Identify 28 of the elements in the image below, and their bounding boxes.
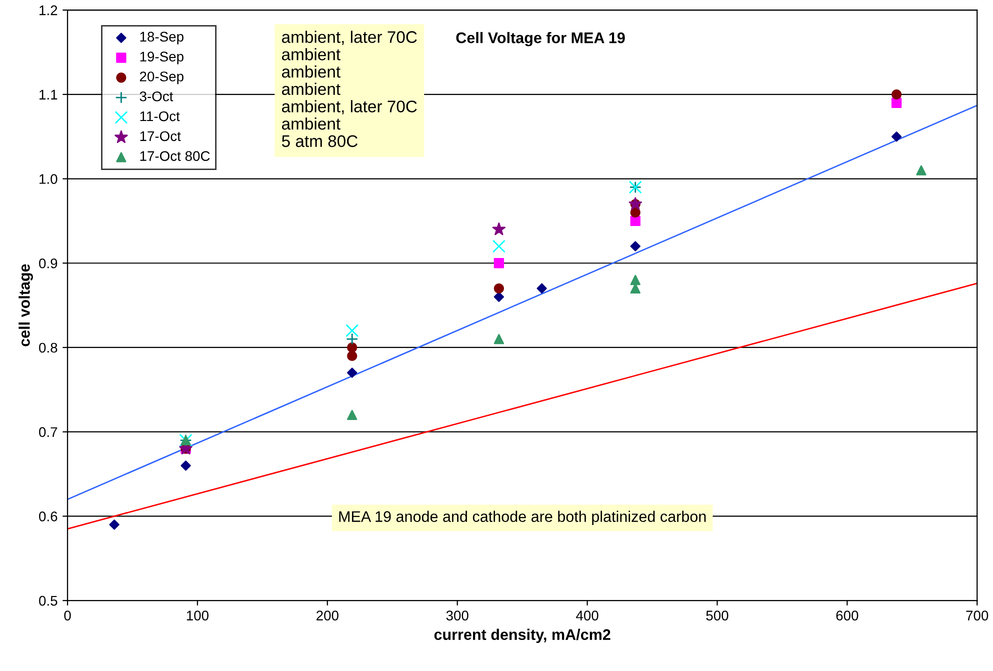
legend-label: 11-Oct xyxy=(140,111,180,122)
y-tick-label: 0.9 xyxy=(39,258,58,268)
legend-label: 3-Oct xyxy=(140,91,174,102)
y-tick-label: 1.2 xyxy=(40,5,58,16)
legend-label: 17-Oct xyxy=(140,131,181,142)
x-axis-title: current density, mA/cm2 xyxy=(434,628,610,644)
x-tick-label: 100 xyxy=(186,610,209,620)
legend-label: 20-Sep xyxy=(140,72,184,84)
y-tick-label: 0.6 xyxy=(39,512,58,522)
x-tick-label: 400 xyxy=(576,610,598,620)
y-tick-label: 0.7 xyxy=(39,427,58,438)
y-tick-label: 1.0 xyxy=(40,174,58,184)
y-tick-label: 0.8 xyxy=(39,342,58,353)
x-tick-label: 200 xyxy=(316,610,338,620)
x-tick-label: 700 xyxy=(966,610,988,620)
x-tick-label: 600 xyxy=(836,610,858,620)
y-tick-label: 1.1 xyxy=(40,90,58,100)
y-axis-title: cell voltage xyxy=(18,264,33,346)
annotation: ambient, later 70C ambient ambient ambient ambient, later 70C ambient 5 atm 80C xyxy=(282,30,417,148)
legend-label: 19-Sep xyxy=(140,52,184,64)
legend-label: 18-Sep xyxy=(140,32,184,44)
x-tick-label: 300 xyxy=(446,610,468,620)
text: Cell Voltage for MEA 19 xyxy=(456,32,625,46)
x-tick-label: 0 xyxy=(64,610,71,620)
annotation: MEA 19 anode and cathode are both platinized carbon xyxy=(339,510,706,525)
legend-label: 17-Oct 80C xyxy=(140,151,210,161)
y-tick-label: 0.5 xyxy=(39,596,58,606)
x-tick-label: 500 xyxy=(706,610,728,620)
